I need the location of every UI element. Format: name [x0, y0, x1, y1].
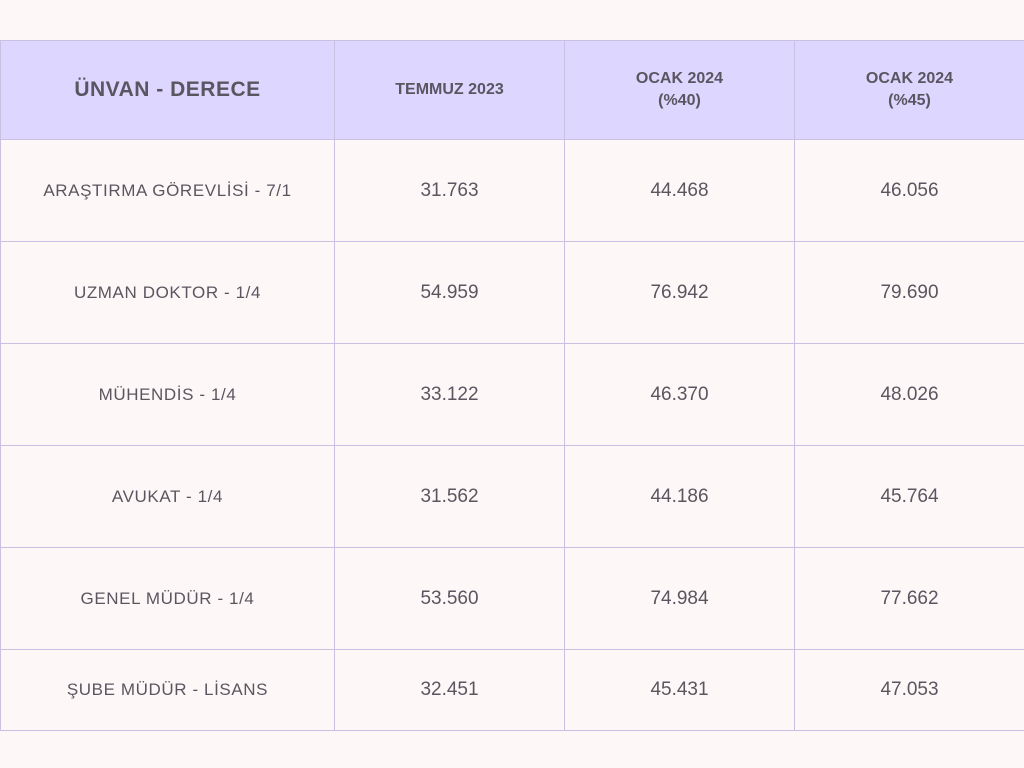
row-title-cell: UZMAN DOKTOR - 1/4: [0, 241, 335, 344]
header-ocak-2024-40-label: OCAK 2024: [635, 70, 724, 87]
header-temmuz-2023-label: TEMMUZ 2023: [395, 81, 504, 98]
header-temmuz-2023: TEMMUZ 2023: [334, 40, 565, 140]
ocak-2024-40-cell: 44.186: [564, 445, 795, 548]
ocak-2024-40-cell: 44.468: [564, 139, 795, 242]
row-title-cell: AVUKAT - 1/4: [0, 445, 335, 548]
temmuz-2023-cell: 31.763: [334, 139, 565, 242]
header-row: ÜNVAN - DERECE TEMMUZ 2023 OCAK 2024 (%4…: [0, 40, 1024, 140]
ocak-2024-45-cell: 46.056: [794, 139, 1024, 242]
header-title-rank: ÜNVAN - DERECE: [0, 40, 335, 140]
row-title-cell: ARAŞTIRMA GÖREVLİSİ - 7/1: [0, 139, 335, 242]
ocak-2024-40-cell: 76.942: [564, 241, 795, 344]
table-row: AVUKAT - 1/4 31.562 44.186 45.764: [0, 445, 1024, 548]
temmuz-2023-cell: 32.451: [334, 649, 565, 731]
row-title-cell: MÜHENDİS - 1/4: [0, 343, 335, 446]
row-title-cell: GENEL MÜDÜR - 1/4: [0, 547, 335, 650]
table-row: MÜHENDİS - 1/4 33.122 46.370 48.026: [0, 343, 1024, 446]
table-body: ARAŞTIRMA GÖREVLİSİ - 7/1 31.763 44.468 …: [0, 139, 1024, 731]
table-row: ARAŞTIRMA GÖREVLİSİ - 7/1 31.763 44.468 …: [0, 139, 1024, 242]
temmuz-2023-cell: 33.122: [334, 343, 565, 446]
ocak-2024-45-cell: 79.690: [794, 241, 1024, 344]
ocak-2024-45-cell: 45.764: [794, 445, 1024, 548]
temmuz-2023-cell: 54.959: [334, 241, 565, 344]
header-ocak-2024-40: OCAK 2024 (%40): [564, 40, 795, 140]
ocak-2024-45-cell: 77.662: [794, 547, 1024, 650]
ocak-2024-45-cell: 47.053: [794, 649, 1024, 731]
ocak-2024-40-cell: 45.431: [564, 649, 795, 731]
salary-table: ÜNVAN - DERECE TEMMUZ 2023 OCAK 2024 (%4…: [0, 40, 1024, 731]
header-ocak-2024-45: OCAK 2024 (%45): [794, 40, 1024, 140]
ocak-2024-40-cell: 74.984: [564, 547, 795, 650]
table-header: ÜNVAN - DERECE TEMMUZ 2023 OCAK 2024 (%4…: [0, 40, 1024, 140]
header-ocak-2024-45-sub: (%45): [888, 92, 931, 109]
table-row: GENEL MÜDÜR - 1/4 53.560 74.984 77.662: [0, 547, 1024, 650]
salary-table-container: ÜNVAN - DERECE TEMMUZ 2023 OCAK 2024 (%4…: [0, 40, 1024, 731]
row-title-cell: ŞUBE MÜDÜR - LİSANS: [0, 649, 335, 731]
ocak-2024-45-cell: 48.026: [794, 343, 1024, 446]
header-ocak-2024-45-label: OCAK 2024: [865, 70, 954, 87]
table-row: UZMAN DOKTOR - 1/4 54.959 76.942 79.690: [0, 241, 1024, 344]
header-title-rank-label: ÜNVAN - DERECE: [74, 78, 261, 101]
temmuz-2023-cell: 53.560: [334, 547, 565, 650]
table-row: ŞUBE MÜDÜR - LİSANS 32.451 45.431 47.053: [0, 649, 1024, 731]
ocak-2024-40-cell: 46.370: [564, 343, 795, 446]
temmuz-2023-cell: 31.562: [334, 445, 565, 548]
header-ocak-2024-40-sub: (%40): [658, 92, 701, 109]
